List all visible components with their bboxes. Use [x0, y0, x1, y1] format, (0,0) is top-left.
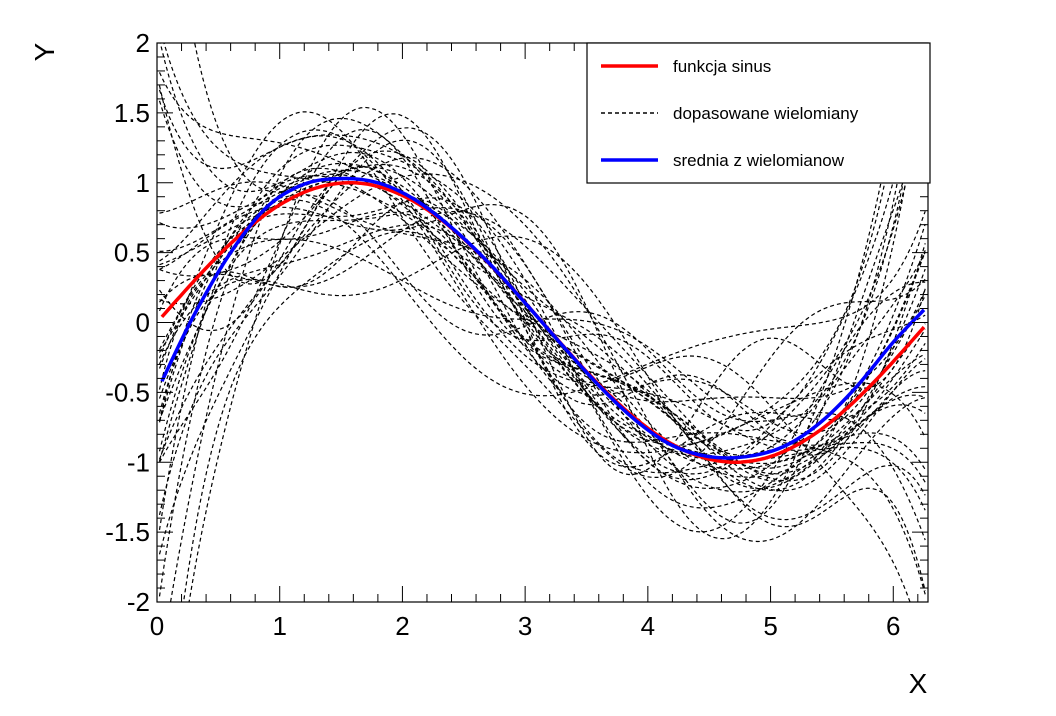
fitted-polynomial-curve [158, 100, 926, 541]
fitted-polynomial-curve [159, 181, 926, 478]
x-tick-label: 6 [886, 611, 900, 641]
y-tick-label: 0 [136, 308, 150, 338]
legend-label-polynomials: dopasowane wielomiany [673, 104, 859, 123]
fitted-polynomial-curve [158, 144, 926, 509]
fitted-polynomial-curve [158, 111, 926, 478]
fitted-polynomial-curve [159, 173, 926, 543]
fitted-polynomial-curve [158, 211, 926, 435]
legend-label-sinus: funkcja sinus [673, 57, 771, 76]
mean-polynomial-curve [160, 176, 926, 460]
y-tick-label: 2 [136, 28, 150, 58]
x-tick-label: 1 [272, 611, 286, 641]
fitted-polynomial-curve [158, 66, 926, 597]
x-tick-label: 5 [763, 611, 777, 641]
y-tick-label: 1.5 [114, 98, 150, 128]
x-tick-label: 0 [150, 611, 164, 641]
y-tick-label: -2 [127, 587, 150, 617]
plot-area [158, 43, 926, 602]
fitted-polynomial-curve [159, 127, 926, 468]
fitted-polynomial-curve [158, 92, 926, 481]
fitted-polynomial-curve [159, 43, 924, 432]
x-axis-label: X [909, 668, 928, 699]
y-tick-label: -1.5 [105, 517, 150, 547]
fitted-polynomial-curve [188, 106, 926, 602]
x-tick-label: 2 [395, 611, 409, 641]
fitted-polynomial-curve [182, 230, 911, 602]
legend-label-mean: srednia z wielomianow [673, 151, 845, 170]
fitted-polynomial-curve [159, 173, 926, 469]
fitted-polynomial-curve [158, 169, 926, 482]
fitted-polynomial-curve [159, 134, 926, 474]
fitted-polynomial-curve [158, 178, 926, 511]
fitted-polynomial-curve [158, 235, 926, 490]
x-tick-label: 3 [518, 611, 532, 641]
fitted-polynomial-curve [158, 224, 926, 403]
fitted-polynomial-curve [158, 198, 926, 456]
y-tick-label: 1 [136, 168, 150, 198]
y-tick-label: -0.5 [105, 377, 150, 407]
fitted-polynomial-curve [159, 68, 926, 482]
legend: funkcja sinus dopasowane wielomiany sred… [586, 42, 931, 184]
y-tick-label: -1 [127, 447, 150, 477]
y-tick-label: 0.5 [114, 238, 150, 268]
y-axis-label: Y [29, 42, 60, 61]
x-tick-label: 4 [641, 611, 655, 641]
fitted-polynomial-curve [158, 72, 926, 533]
fitted-polynomial-curve [163, 43, 926, 521]
fitted-polynomial-curve [158, 85, 926, 592]
fitted-polynomial-curve [158, 129, 926, 530]
fitted-polynomial-curve [158, 129, 926, 463]
